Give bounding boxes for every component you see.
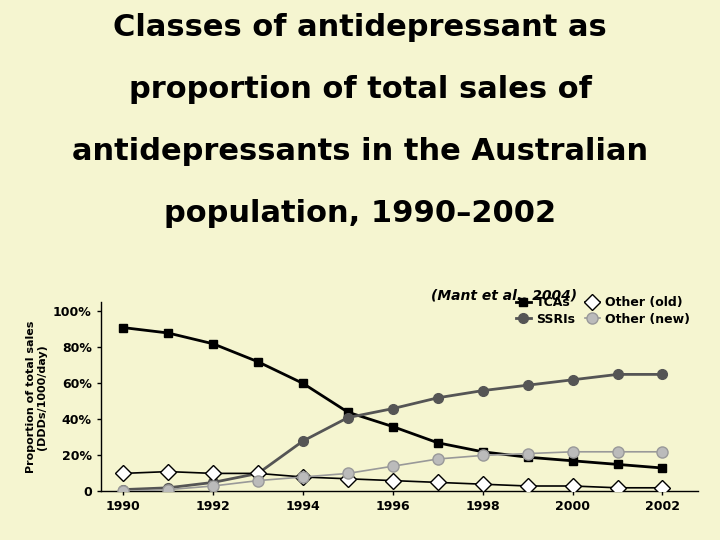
Legend: TCAs, SSRIs, Other (old), Other (new): TCAs, SSRIs, Other (old), Other (new) bbox=[513, 294, 692, 328]
Text: Classes of antidepressant as: Classes of antidepressant as bbox=[113, 12, 607, 42]
Text: antidepressants in the Australian: antidepressants in the Australian bbox=[72, 137, 648, 166]
Text: proportion of total sales of: proportion of total sales of bbox=[129, 75, 591, 104]
Text: (Mant et al., 2004): (Mant et al., 2004) bbox=[431, 289, 577, 303]
Y-axis label: Proportion of total sales
(DDDs/1000/day): Proportion of total sales (DDDs/1000/day… bbox=[26, 321, 48, 473]
Text: population, 1990–2002: population, 1990–2002 bbox=[164, 199, 556, 228]
